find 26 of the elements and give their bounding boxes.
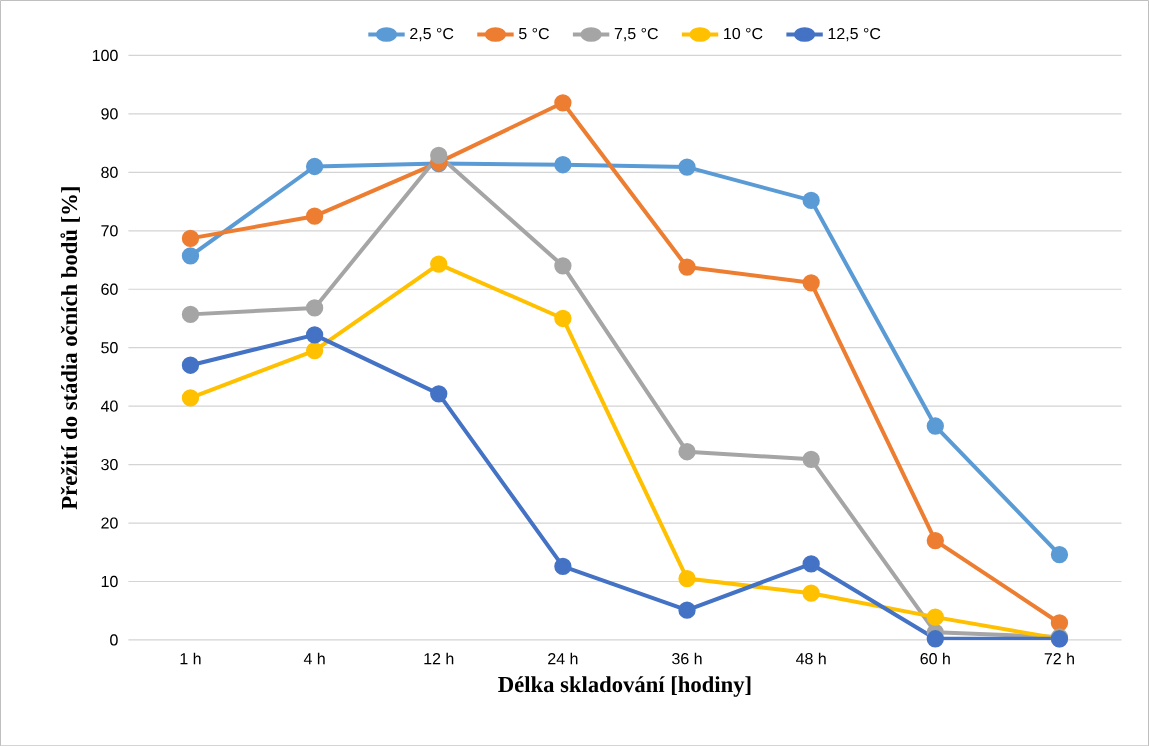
- legend-label: 12,5 °C: [828, 27, 881, 41]
- x-tick-label: 60 h: [920, 652, 950, 665]
- y-tick-label: 20: [101, 517, 118, 529]
- x-tick-label: 12 h: [424, 652, 454, 665]
- legend-label: 2,5 °C: [410, 27, 454, 41]
- x-tick-label: 24 h: [548, 652, 578, 665]
- x-tick-label: 4 h: [303, 652, 325, 665]
- x-tick-label: 48 h: [795, 652, 826, 665]
- x-tick-label: 36 h: [672, 652, 702, 665]
- y-tick-label: 70: [101, 224, 118, 237]
- x-tick-label: 1 h: [180, 652, 201, 665]
- x-tick-label: 72 h: [1044, 652, 1074, 665]
- legend-label: 10 °C: [724, 27, 763, 40]
- y-tick-label: 0: [110, 634, 118, 646]
- x-axis-title: Délka skladování [hodiny]: [498, 676, 751, 697]
- y-tick-label: 30: [101, 458, 118, 471]
- legend-label: 5 °C: [518, 27, 549, 40]
- y-tick-label: 100: [92, 49, 118, 61]
- y-tick-label: 90: [101, 108, 118, 120]
- legend-label: 7,5 °C: [614, 27, 658, 41]
- y-tick-label: 10: [101, 575, 118, 587]
- y-axis-title: Přežití do stádia očních bodů [%]: [60, 187, 80, 510]
- y-tick-label: 40: [100, 400, 118, 412]
- y-tick-label: 50: [101, 341, 118, 354]
- y-tick-label: 60: [101, 283, 118, 295]
- y-tick-label: 80: [101, 166, 118, 178]
